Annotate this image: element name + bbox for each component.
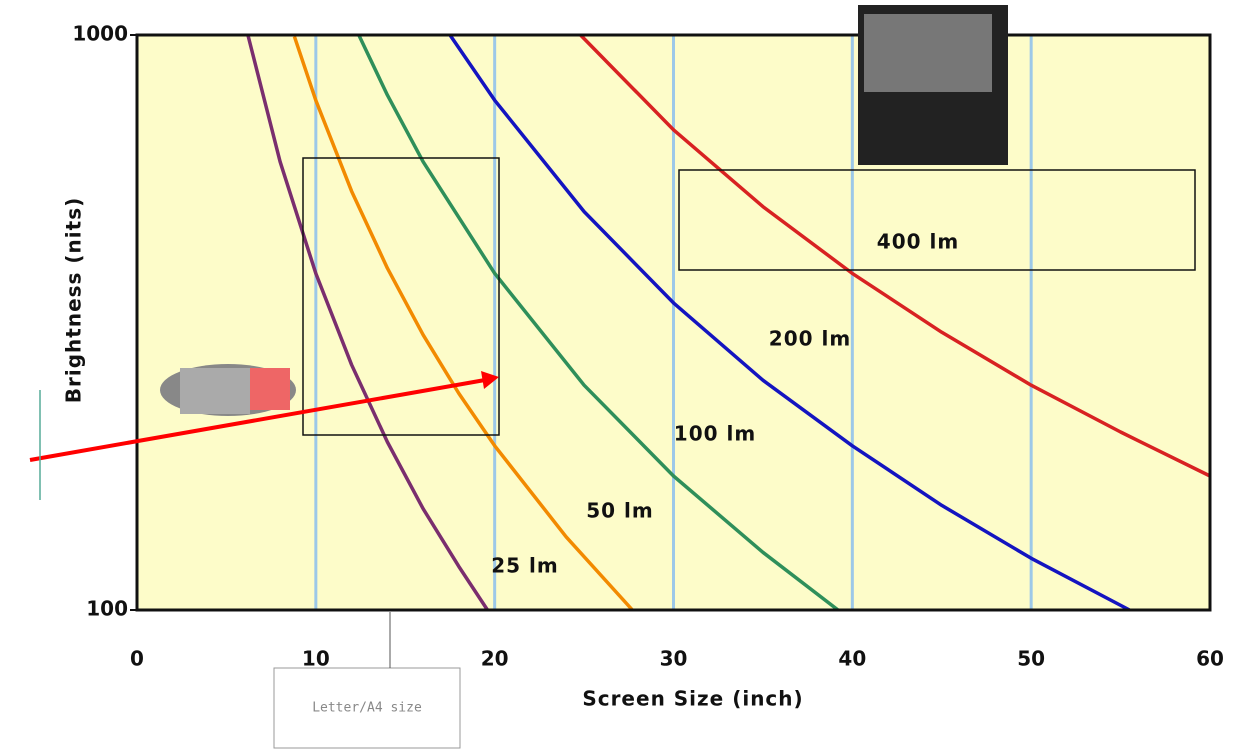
x-tick-label: 0 — [130, 647, 144, 671]
x-tick-label: 50 — [1017, 647, 1045, 671]
chart: Letter/A4 size Screen Size (inch) Bright… — [0, 0, 1236, 755]
projector-image — [160, 364, 296, 416]
curve-label: 200 lm — [769, 327, 851, 351]
x-tick-label: 20 — [481, 647, 509, 671]
y-tick-label: 100 — [86, 597, 128, 621]
curve-label: 25 lm — [491, 554, 559, 578]
x-tick-label: 60 — [1196, 647, 1224, 671]
x-axis-title: Screen Size (inch) — [582, 687, 803, 711]
curve-label: 50 lm — [586, 499, 654, 523]
x-tick-label: 30 — [660, 647, 688, 671]
curve-label: 100 lm — [674, 422, 756, 446]
y-tick-label: 1000 — [72, 22, 128, 46]
x-tick-label: 40 — [838, 647, 866, 671]
x-tick-label: 10 — [302, 647, 330, 671]
annotation: Letter/A4 size — [312, 701, 422, 716]
curve-label: 400 lm — [877, 230, 959, 254]
tv-image — [858, 5, 1008, 165]
y-axis-title: Brightness (nits) — [62, 197, 86, 404]
